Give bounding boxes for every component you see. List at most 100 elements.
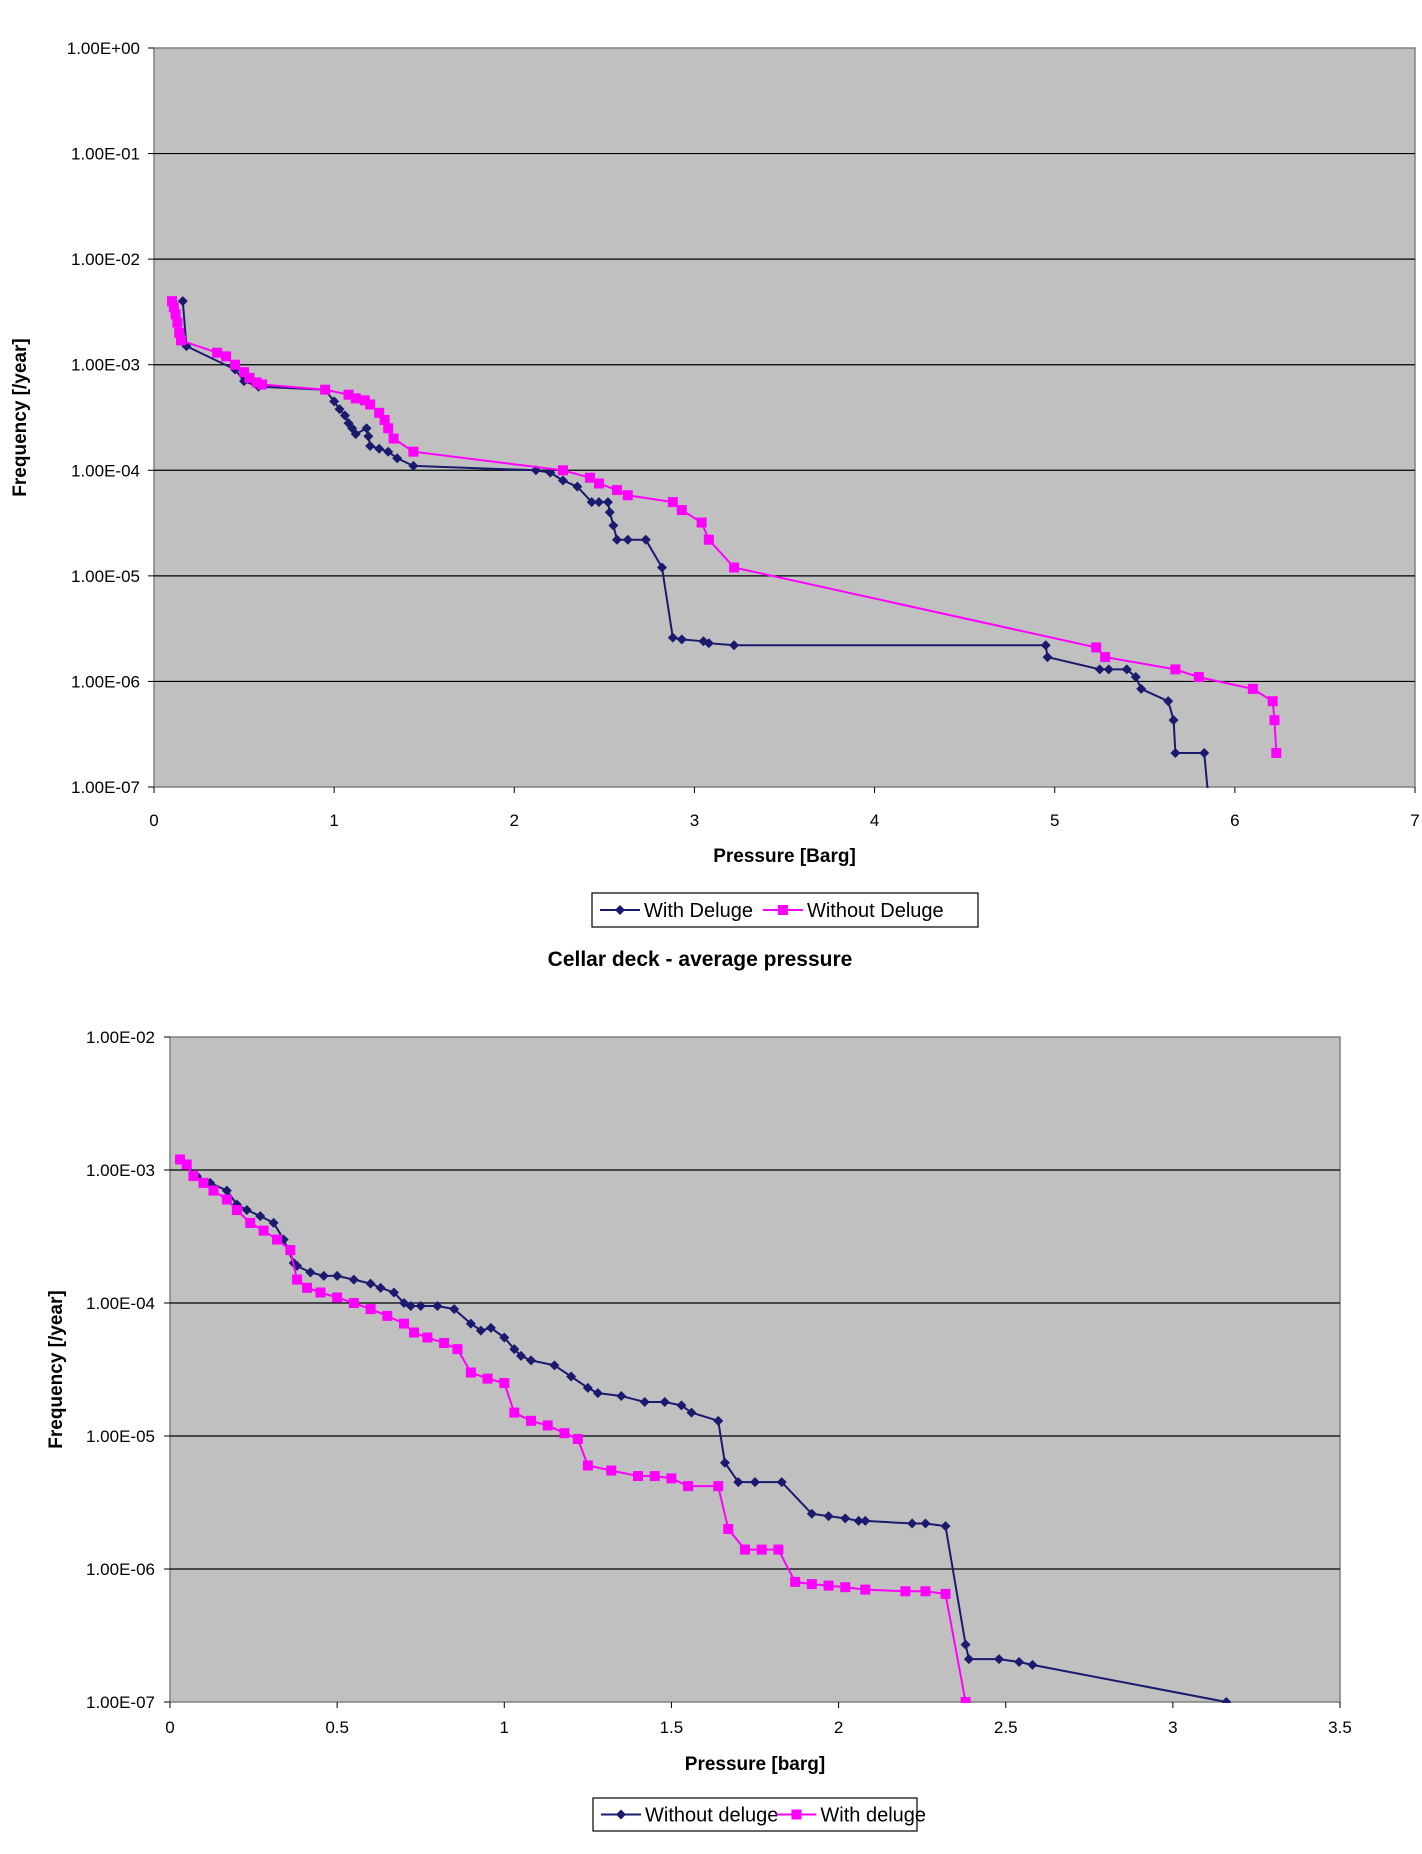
chart1-x-tick-label: 2 <box>510 811 519 830</box>
chart2-x-tick-label: 1 <box>500 1718 509 1737</box>
chart2-y-tick-label: 1.00E-02 <box>86 1028 155 1047</box>
chart2-series-1-point <box>516 1350 526 1361</box>
chart2-y-tick-label: 1.00E-06 <box>86 1560 155 1579</box>
chart1-series-2-point <box>667 497 678 508</box>
chart1-series-1-point <box>703 638 714 649</box>
chart1-series-2-point <box>1170 664 1181 675</box>
chart1-series-2-point <box>343 389 354 400</box>
chart1-series-2-point <box>350 393 361 404</box>
chart1-series-2-point <box>176 335 187 346</box>
chart1-series-1-point <box>383 446 394 457</box>
chart2-y-tick-label: 1.00E-04 <box>86 1294 155 1313</box>
chart2-series-2 <box>175 1154 971 1703</box>
chart2-series-1-point <box>332 1270 343 1281</box>
chart1-series-1-point <box>374 443 385 454</box>
chart2-series-2-point <box>382 1310 393 1321</box>
chart2-series-2-point <box>181 1159 192 1170</box>
chart1-series-2-point <box>374 407 385 418</box>
chart2-series-1-point <box>750 1477 760 1488</box>
chart1-series-1-point <box>557 475 568 486</box>
chart1-y-tick-label: 1.00E-01 <box>71 145 140 164</box>
chart1-x-axis-label: Pressure [Barg] <box>713 846 856 867</box>
chart2-series-2-point <box>840 1582 851 1593</box>
chart2-x-tick-label: 3.5 <box>1328 1718 1352 1737</box>
chart2-series-1-point <box>318 1270 329 1281</box>
chart2-series-2-point <box>666 1473 677 1484</box>
chart2-series-2-point <box>606 1465 617 1476</box>
chart2-x-tick-label: 0 <box>165 1718 174 1737</box>
chart1-series-2-point <box>251 377 262 388</box>
chart1-series-1-point <box>572 481 583 492</box>
chart2-series-2-point <box>348 1298 359 1308</box>
chart2-series-2-point <box>208 1185 219 1196</box>
chart1-y-axis-label: Frequency [/year] <box>10 338 31 496</box>
chart2-legend-item-1-label: Without deluge <box>645 1805 778 1827</box>
chart1-series-2-point <box>1247 683 1258 694</box>
chart2-x-tick-label: 2 <box>834 1718 843 1737</box>
chart2-series-1-point <box>475 1325 486 1336</box>
chart2-series-2-point <box>365 1304 376 1315</box>
chart1-series-2-point <box>172 317 183 328</box>
chart2-legend-box <box>592 1797 918 1832</box>
chart1: 1.00E-07 1.00E-06 1.00E-05 1.00E-04 1.00E-03… <box>10 39 1420 928</box>
chart2-series-2-point <box>559 1428 570 1439</box>
chart2-series-2-point <box>422 1332 433 1343</box>
chart1-legend-item-2-label: Without Deluge <box>807 900 944 922</box>
chart1-series-1-point <box>361 423 372 434</box>
chart1-series-1-point <box>1163 696 1174 707</box>
chart1-y-tick-label: 1.00E-07 <box>71 778 140 797</box>
chart1-series-2-point <box>365 399 376 410</box>
chart2-series-2-point <box>231 1205 242 1216</box>
chart2-series-2-point <box>175 1154 186 1165</box>
chart1-series-1-point <box>392 453 403 464</box>
chart1-series-1-point <box>611 534 622 545</box>
chart1-series-2-point <box>557 465 568 476</box>
chart2-series-2-point <box>188 1171 199 1182</box>
chart1-series-2-point <box>244 372 255 383</box>
chart1-series-2-point <box>239 367 250 378</box>
chart2-y-tick-label: 1.00E-07 <box>86 1693 155 1712</box>
chart2-series-1 <box>175 1154 1232 1703</box>
chart1-legend-item-1-label: With Deluge <box>644 900 753 922</box>
chart2-series-1-point <box>449 1304 460 1315</box>
chart1-series-1-point <box>1170 747 1181 758</box>
chart2-series-1-point <box>639 1397 650 1408</box>
chart2-series-2-point <box>900 1586 911 1597</box>
chart2-series-1-point <box>526 1355 537 1366</box>
chart2-series-2-point <box>198 1177 209 1188</box>
chart2-series-2-point <box>940 1588 951 1599</box>
chart2-series-1-point <box>255 1211 266 1222</box>
chart2-series-1-point <box>1027 1659 1038 1670</box>
chart1-x-tick-label: 1 <box>329 811 338 830</box>
chart2-series-2-point <box>756 1544 767 1555</box>
chart2-series-1-point <box>853 1515 864 1526</box>
chart2-series-2-point <box>499 1378 510 1389</box>
chart2-series-1-point <box>1221 1697 1232 1703</box>
chart1-x-tick-label: 6 <box>1230 811 1239 830</box>
chart2-series-2-point <box>285 1245 296 1256</box>
chart2-legend-item-2-marker <box>791 1809 802 1820</box>
chart2-series-2-point <box>860 1584 871 1595</box>
chart1-series-1-point <box>363 431 374 442</box>
chart1-series-2-point <box>359 395 370 406</box>
chart2-series-2-point <box>465 1367 476 1378</box>
chart2-series-1-point <box>582 1382 593 1393</box>
chart2-series-1-point <box>415 1300 426 1311</box>
chart1-series-2-point <box>696 517 707 528</box>
chart1-series-2-point <box>379 414 390 425</box>
chart2-series-2-point <box>452 1344 463 1355</box>
chart1-y-tick-label: 1.00E-05 <box>71 567 140 586</box>
chart2-series-2-point <box>920 1586 931 1597</box>
chart2-title: Cellar deck - average pressure <box>548 948 853 971</box>
chart1-series-1-point <box>1136 683 1147 694</box>
chart2-series-1-point <box>499 1332 510 1343</box>
chart2-series-2-point <box>399 1318 409 1329</box>
chart2-series-2-point <box>302 1282 313 1293</box>
chart2-series-2-point <box>332 1292 343 1303</box>
chart2-y-axis-label: Frequency [/year] <box>46 1290 67 1448</box>
chart1-series-2-point <box>168 302 179 313</box>
chart1-series-2-point <box>408 446 419 457</box>
chart1-series-1-point <box>339 410 350 421</box>
chart2-series-2-point <box>960 1697 971 1703</box>
chart2-x-tick-label: 3 <box>1168 1718 1177 1737</box>
